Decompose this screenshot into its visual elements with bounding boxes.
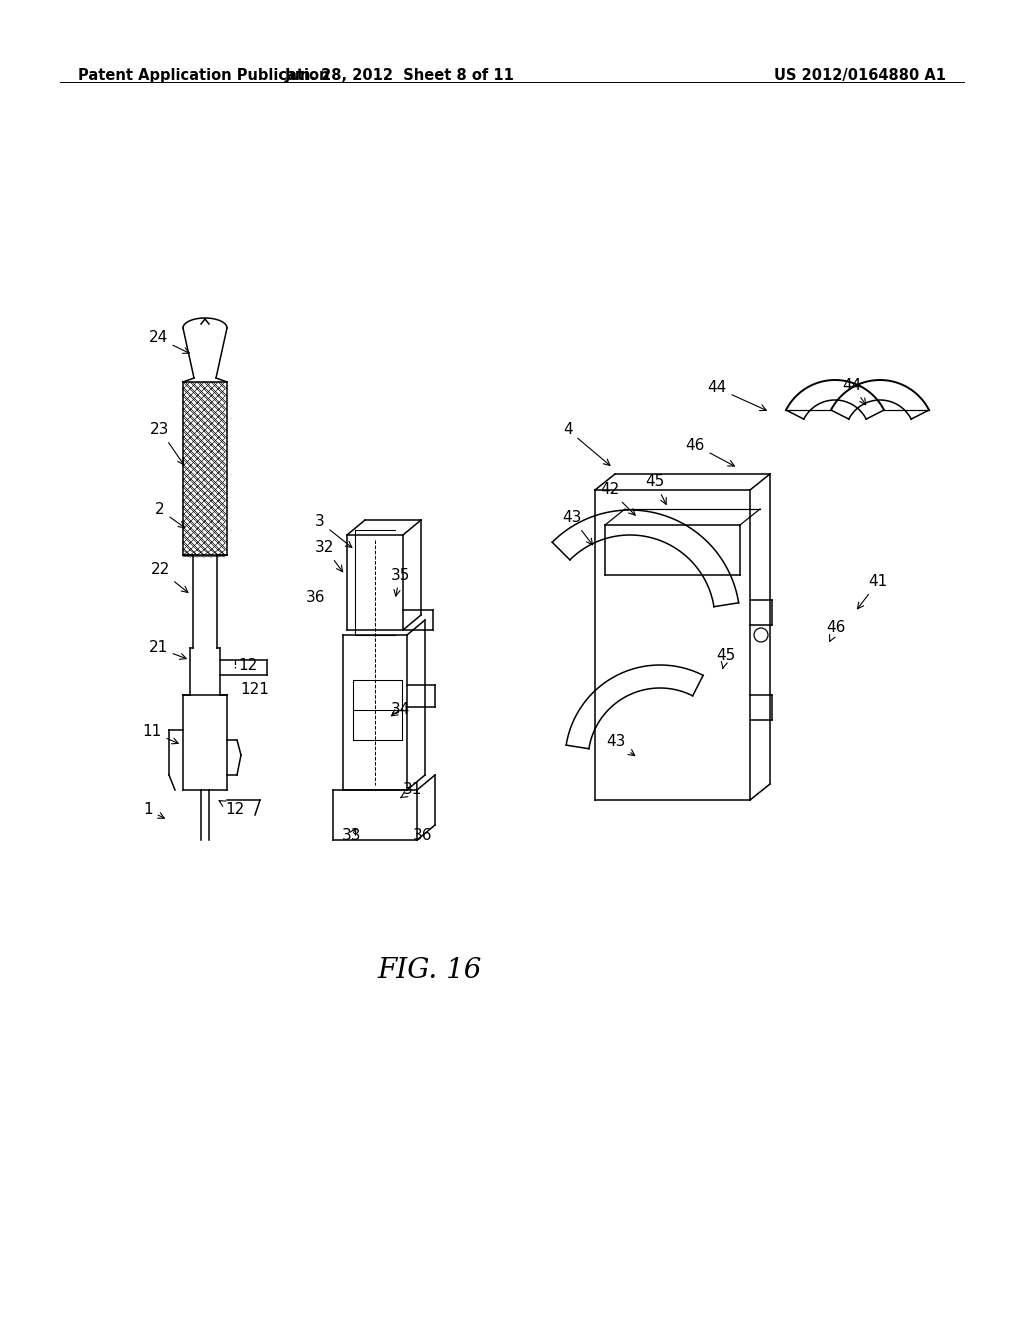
Text: 24: 24 bbox=[148, 330, 189, 354]
Text: 23: 23 bbox=[151, 422, 183, 465]
Text: 36: 36 bbox=[306, 590, 326, 605]
Text: 1: 1 bbox=[143, 803, 165, 818]
Text: 45: 45 bbox=[645, 474, 667, 504]
Text: 31: 31 bbox=[400, 783, 423, 797]
Text: US 2012/0164880 A1: US 2012/0164880 A1 bbox=[774, 69, 946, 83]
Text: 2: 2 bbox=[156, 503, 184, 528]
Text: 36: 36 bbox=[414, 828, 433, 842]
Text: 42: 42 bbox=[600, 483, 635, 515]
Text: 35: 35 bbox=[390, 568, 410, 597]
Text: 3: 3 bbox=[315, 515, 352, 548]
Text: 44: 44 bbox=[708, 380, 766, 411]
Text: 21: 21 bbox=[148, 640, 186, 659]
Text: FIG. 16: FIG. 16 bbox=[378, 957, 482, 983]
Text: 34: 34 bbox=[390, 702, 410, 718]
Text: 45: 45 bbox=[717, 648, 735, 668]
Text: 12: 12 bbox=[219, 801, 245, 817]
Text: 46: 46 bbox=[826, 620, 846, 642]
Text: 33: 33 bbox=[342, 828, 361, 842]
Text: 11: 11 bbox=[142, 725, 178, 743]
Text: 121: 121 bbox=[241, 682, 269, 697]
Text: 4: 4 bbox=[563, 422, 610, 466]
Text: Jun. 28, 2012  Sheet 8 of 11: Jun. 28, 2012 Sheet 8 of 11 bbox=[285, 69, 515, 83]
Text: 22: 22 bbox=[151, 562, 187, 593]
Text: 44: 44 bbox=[843, 378, 865, 405]
Text: 43: 43 bbox=[606, 734, 635, 755]
Text: Patent Application Publication: Patent Application Publication bbox=[78, 69, 330, 83]
Text: 12: 12 bbox=[239, 657, 258, 672]
Text: 46: 46 bbox=[685, 437, 734, 466]
Text: 41: 41 bbox=[857, 574, 888, 609]
Text: 43: 43 bbox=[562, 511, 593, 545]
Text: 32: 32 bbox=[315, 540, 343, 572]
